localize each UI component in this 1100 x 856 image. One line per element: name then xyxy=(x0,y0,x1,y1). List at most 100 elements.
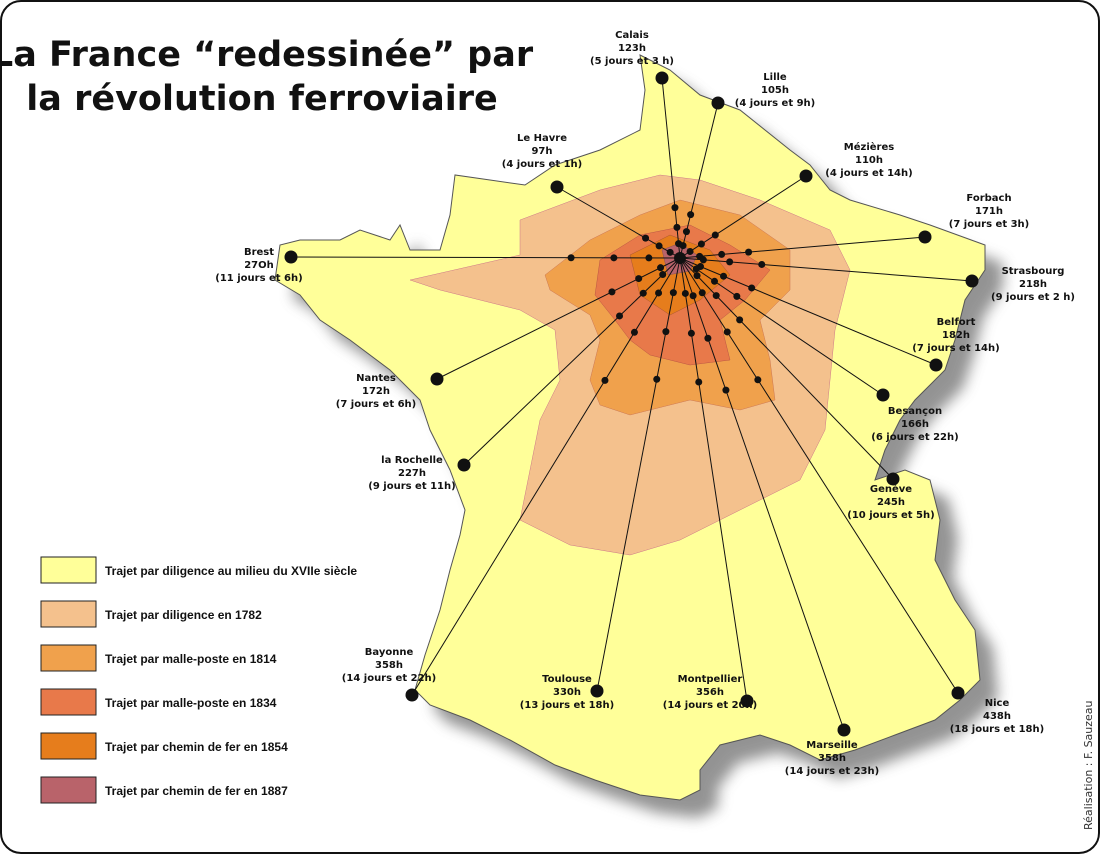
stage-dot xyxy=(711,231,719,239)
stage-dot xyxy=(655,289,663,297)
legend-label: Trajet par chemin de fer en 1854 xyxy=(105,740,288,754)
city-name: Montpellier xyxy=(678,674,743,685)
city-dot xyxy=(951,686,965,700)
stage-dot xyxy=(681,289,689,297)
legend-swatch xyxy=(40,600,97,628)
city-name: Belfort xyxy=(937,317,976,328)
city-name: Genève xyxy=(870,483,912,495)
stage-dot xyxy=(610,254,618,262)
stage-dot xyxy=(645,254,653,262)
city-hours: 172h xyxy=(362,386,390,397)
city-hours: 218h xyxy=(1019,279,1047,290)
stage-dot xyxy=(689,292,697,300)
stage-dot xyxy=(698,289,706,297)
city-dot xyxy=(799,169,813,183)
city-dot xyxy=(457,458,471,472)
city-hours: 171h xyxy=(975,206,1003,217)
city-hours: 356h xyxy=(696,687,724,698)
legend-label: Trajet par chemin de fer en 1887 xyxy=(105,784,288,798)
stage-dot xyxy=(673,223,681,231)
city-name: Nantes xyxy=(356,373,396,384)
city-hours: 358h xyxy=(818,753,846,764)
stage-dot xyxy=(718,250,726,258)
city-detail: (4 jours et 14h) xyxy=(825,168,912,179)
city-name: Bayonne xyxy=(365,647,414,658)
city-hours: 166h xyxy=(901,419,929,430)
city-name: Strasbourg xyxy=(1002,266,1065,277)
city-dot xyxy=(740,694,754,708)
city-dot xyxy=(876,388,890,402)
city-name: la Rochelle xyxy=(381,455,443,466)
city-detail: (18 jours et 18h) xyxy=(950,724,1044,735)
stage-dot xyxy=(697,240,705,248)
stage-dot xyxy=(726,258,734,266)
city-detail: (14 jours et 23h) xyxy=(785,766,879,777)
stage-dot xyxy=(630,328,638,336)
city-dot xyxy=(965,274,979,288)
routes xyxy=(284,71,979,737)
legend-label: Trajet par malle-poste en 1834 xyxy=(105,696,277,710)
stage-dot xyxy=(720,272,728,280)
stage-dot xyxy=(733,292,741,300)
stage-dot xyxy=(686,247,694,255)
stage-dot xyxy=(695,378,703,386)
city-dot xyxy=(886,472,900,486)
city-detail: (13 jours et 18h) xyxy=(520,700,614,711)
city-hours: 27Oh xyxy=(244,260,274,271)
title-line: La France “redessinée” par xyxy=(0,35,534,75)
city-name: Lille xyxy=(763,72,787,83)
title-line: la révolution ferroviaire xyxy=(26,79,497,119)
stage-dot xyxy=(699,256,707,264)
city-name: Mézières xyxy=(844,141,894,153)
stage-dot xyxy=(655,242,663,250)
stage-dot xyxy=(712,292,720,300)
city-detail: (5 jours et 3 h) xyxy=(590,56,674,67)
stage-dot xyxy=(687,211,695,219)
city-hours: 438h xyxy=(983,711,1011,722)
city-name: Marseille xyxy=(806,740,858,751)
city-dot xyxy=(430,372,444,386)
stage-dot xyxy=(692,265,700,273)
city-name: Calais xyxy=(615,30,649,41)
city-hours: 227h xyxy=(398,468,426,479)
stage-dot xyxy=(736,316,744,324)
city-detail: (7 jours et 14h) xyxy=(912,343,999,354)
stage-dot xyxy=(639,289,647,297)
stage-dot xyxy=(653,375,661,383)
stage-dot xyxy=(671,204,679,212)
city-dot xyxy=(405,688,419,702)
stage-dot xyxy=(693,272,701,280)
legend-swatch xyxy=(40,688,97,716)
city-hours: 97h xyxy=(531,146,552,157)
stage-dot xyxy=(758,260,766,268)
stage-dot xyxy=(657,264,665,272)
city-name: Forbach xyxy=(966,193,1011,204)
city-labels: Calais 123h (5 jours et 3 h) Lille 105h (4 jo… xyxy=(215,30,1075,777)
stage-dot xyxy=(704,334,712,342)
stage-dot xyxy=(679,242,687,250)
stage-dot xyxy=(635,275,643,283)
city-detail: (10 jours et 5h) xyxy=(847,510,934,521)
stage-dot xyxy=(723,328,731,336)
city-name: Nice xyxy=(985,698,1010,709)
stage-dot xyxy=(659,271,667,279)
city-detail: (9 jours et 11h) xyxy=(368,481,455,492)
city-dot xyxy=(284,250,298,264)
legend-swatch xyxy=(40,732,97,760)
city-name: Besançon xyxy=(888,406,942,417)
legend-label: Trajet par malle-poste en 1814 xyxy=(105,652,277,666)
city-hours: 105h xyxy=(761,85,789,96)
city-dot xyxy=(655,71,669,85)
city-detail: (9 jours et 2 h) xyxy=(991,292,1075,303)
city-detail: (4 jours et 9h) xyxy=(735,98,815,109)
stage-dot xyxy=(687,329,695,337)
region-1854 xyxy=(629,234,731,316)
stage-dot xyxy=(682,228,690,236)
france-map xyxy=(274,54,1003,818)
city-detail: (4 jours et 1h) xyxy=(502,159,582,170)
city-name: Toulouse xyxy=(542,674,592,685)
city-detail: (6 jours et 22h) xyxy=(871,432,958,443)
city-dot xyxy=(918,230,932,244)
legend-swatch xyxy=(40,556,97,584)
